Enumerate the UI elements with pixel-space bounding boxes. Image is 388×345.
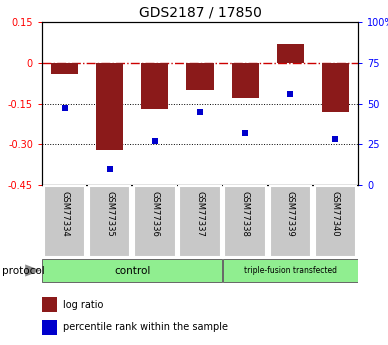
Point (152, 138, 158, 144)
Point (287, 91, 293, 97)
Bar (187, 63, 213, 90)
Bar (42, 319, 57, 335)
Bar (223, 259, 358, 282)
Bar (270, 186, 311, 257)
Point (107, 166, 113, 171)
Text: percentile rank within the sample: percentile rank within the sample (64, 322, 229, 332)
Text: GSM77338: GSM77338 (241, 191, 249, 237)
Bar (141, 63, 168, 109)
Point (197, 109, 203, 115)
Polygon shape (25, 265, 41, 277)
Bar (179, 186, 221, 257)
Text: protocol: protocol (2, 266, 45, 276)
Text: GSM77334: GSM77334 (60, 191, 69, 237)
Text: GSM77337: GSM77337 (196, 191, 204, 237)
Bar (89, 186, 130, 257)
Text: GSM77340: GSM77340 (331, 191, 340, 236)
Bar (322, 63, 349, 112)
Text: GSM77336: GSM77336 (151, 191, 159, 237)
Bar (96, 63, 123, 150)
Bar (134, 186, 175, 257)
Bar (225, 186, 266, 257)
Text: control: control (114, 266, 151, 276)
Text: GSM77339: GSM77339 (286, 191, 295, 237)
Bar (42, 259, 222, 282)
Text: log ratio: log ratio (64, 299, 104, 309)
Text: triple-fusion transfected: triple-fusion transfected (244, 266, 337, 275)
Bar (44, 186, 85, 257)
Point (242, 130, 248, 136)
Bar (42, 297, 57, 312)
Bar (51, 63, 78, 73)
Text: GSM77335: GSM77335 (105, 191, 114, 237)
Bar (232, 63, 259, 98)
Bar (315, 186, 356, 257)
Point (61, 106, 68, 111)
Bar (277, 44, 304, 63)
Title: GDS2187 / 17850: GDS2187 / 17850 (139, 6, 262, 19)
Point (333, 137, 339, 142)
